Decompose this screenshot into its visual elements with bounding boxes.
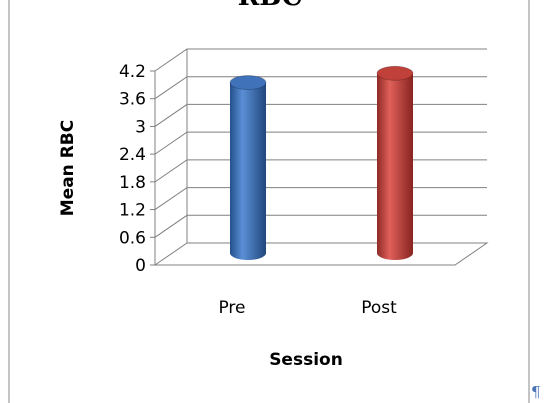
bar-cap bbox=[229, 75, 267, 90]
paragraph-mark: ¶ bbox=[531, 383, 541, 401]
bar-cap bbox=[376, 65, 414, 81]
y-tick-label: 0 bbox=[135, 256, 146, 276]
chart-title: RBC bbox=[238, 0, 303, 12]
y-axis-title: Mean RBC bbox=[58, 120, 78, 216]
x-tick-label: Post bbox=[361, 298, 397, 318]
gridline bbox=[154, 159, 487, 183]
y-tick-label: 1.2 bbox=[119, 201, 146, 221]
gridline bbox=[154, 76, 487, 100]
y-tick-label: 0.6 bbox=[119, 228, 146, 248]
y-axis: 0 0.6 1.2 1.8 2.4 3 3.6 4.2 bbox=[119, 62, 156, 276]
bar-pre bbox=[229, 75, 267, 260]
gridline bbox=[154, 48, 487, 72]
x-tick-label: Pre bbox=[218, 298, 245, 318]
y-tick-label: 2.4 bbox=[119, 145, 146, 165]
bar-body bbox=[230, 82, 266, 260]
x-axis-title: Session bbox=[269, 350, 343, 370]
x-axis: Pre Post bbox=[218, 298, 397, 318]
y-tick-label: 4.2 bbox=[119, 62, 146, 82]
floor bbox=[153, 242, 489, 266]
bars bbox=[229, 65, 414, 260]
gridline bbox=[154, 187, 487, 210]
bar-body bbox=[377, 73, 413, 260]
gridline bbox=[154, 103, 487, 127]
y-tick-label: 3 bbox=[135, 117, 146, 137]
y-tick-label: 1.8 bbox=[119, 173, 146, 193]
chart-border bbox=[8, 0, 530, 403]
bar-post bbox=[376, 65, 414, 260]
gridline bbox=[154, 131, 487, 155]
gridlines bbox=[153, 48, 489, 266]
gridline bbox=[154, 214, 487, 238]
y-tick-label: 3.6 bbox=[119, 90, 146, 110]
